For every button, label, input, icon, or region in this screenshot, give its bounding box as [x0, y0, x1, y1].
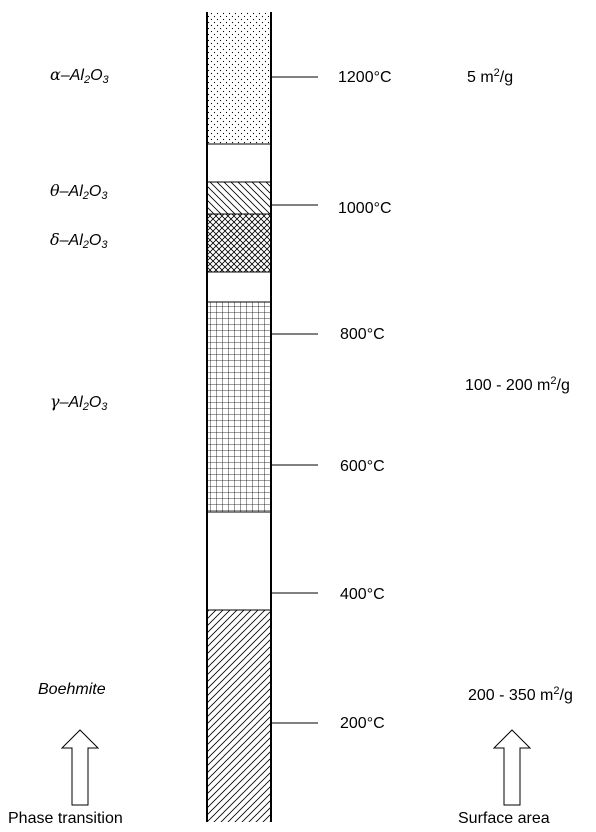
temperature-label-1000: 1000°C: [338, 200, 392, 217]
temperature-label-1200: 1200°C: [338, 69, 392, 86]
region-dividers: [207, 143, 271, 611]
temperature-label-800: 800°C: [340, 326, 385, 343]
boehmite-region: [207, 610, 271, 822]
surface-area-arrow-icon: [492, 729, 532, 806]
phase-label-delta: δ–Al2O3: [50, 230, 108, 251]
temperature-ticks: [271, 76, 318, 724]
phase-label-boehmite: Boehmite: [38, 681, 106, 698]
delta-region: [207, 214, 271, 272]
theta-region: [207, 182, 271, 214]
phase-label-theta: θ–Al2O3: [50, 181, 108, 202]
surface-area-alpha: 5 m2/g: [467, 67, 514, 86]
temperature-label-400: 400°C: [340, 586, 385, 603]
surface-area-boehmite: 200 - 350 m2/g: [468, 685, 573, 704]
phase-label-gamma: γ–Al2O3: [50, 392, 108, 413]
surface-area-label: Surface area: [458, 810, 550, 827]
phase-transition-label: Phase transition: [8, 810, 123, 827]
gamma-region: [207, 302, 271, 512]
surface-area-gamma: 100 - 200 m2/g: [465, 375, 570, 394]
alpha-region: [207, 12, 271, 144]
phase-transition-arrow-icon: [60, 729, 100, 806]
temperature-label-600: 600°C: [340, 458, 385, 475]
phase-label-alpha: α–Al2O3: [50, 65, 109, 86]
temperature-label-200: 200°C: [340, 715, 385, 732]
